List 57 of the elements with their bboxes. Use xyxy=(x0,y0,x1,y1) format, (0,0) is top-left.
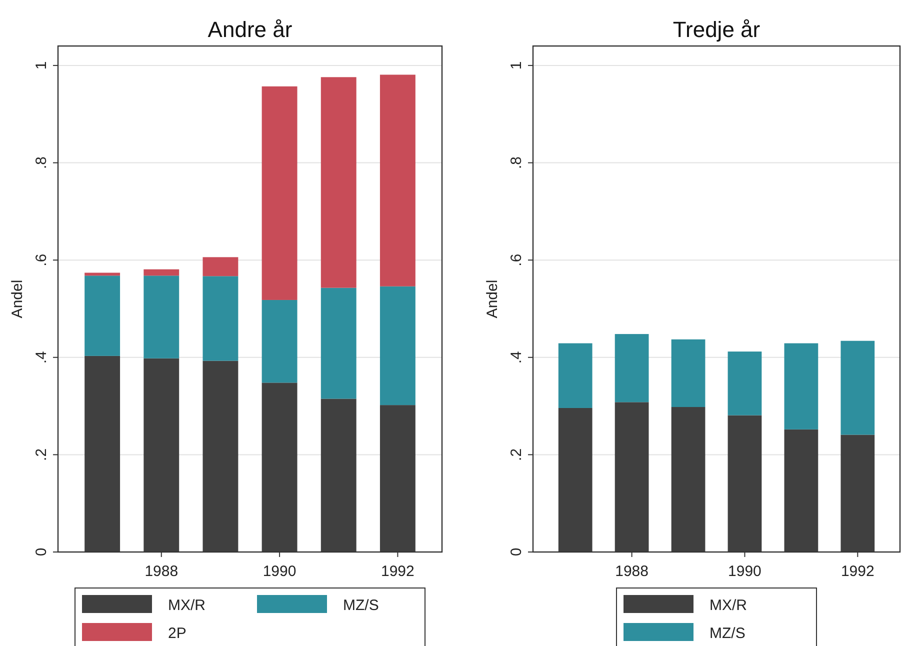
y-tick-label: 1 xyxy=(508,61,525,70)
bar xyxy=(840,434,875,552)
x-tick-label: 1990 xyxy=(728,563,762,580)
bar xyxy=(202,276,238,361)
y-tick-label: 0 xyxy=(33,548,50,556)
bar xyxy=(380,405,416,552)
bar xyxy=(728,415,762,552)
y-tick-label: .2 xyxy=(508,448,525,461)
bar xyxy=(840,340,875,435)
chart-title: Andre år xyxy=(208,17,292,42)
y-tick-label: .4 xyxy=(508,351,525,364)
bar xyxy=(320,398,356,552)
x-tick-label: 1988 xyxy=(615,563,648,580)
y-tick-label: 1 xyxy=(33,61,50,70)
bar xyxy=(558,343,592,408)
bar xyxy=(262,86,298,300)
x-tick-label: 1988 xyxy=(144,563,178,580)
bar xyxy=(144,358,180,552)
y-tick-label: .2 xyxy=(33,448,50,461)
bar xyxy=(320,288,356,399)
bar xyxy=(784,343,818,430)
legend-label: MX/R xyxy=(168,597,206,614)
bar xyxy=(84,276,120,356)
legend-label: MX/R xyxy=(710,597,748,614)
bar xyxy=(144,276,180,358)
bar xyxy=(380,74,416,286)
legend-label: MZ/S xyxy=(710,625,746,642)
bar xyxy=(202,360,238,552)
bar xyxy=(144,269,180,276)
bar xyxy=(320,77,356,288)
y-tick-label: 0 xyxy=(508,548,525,556)
bar xyxy=(671,339,706,408)
x-tick-label: 1992 xyxy=(840,563,874,580)
legend-label: MZ/S xyxy=(343,597,379,614)
chart-title: Tredje år xyxy=(672,17,760,42)
bar xyxy=(262,382,298,552)
bar xyxy=(84,272,120,276)
y-tick-label: .4 xyxy=(33,351,50,364)
y-tick-label: .6 xyxy=(508,254,525,266)
legend-label: 2P xyxy=(168,625,186,642)
bar xyxy=(84,356,120,552)
bar xyxy=(614,402,649,552)
bar xyxy=(262,300,298,383)
x-tick-label: 1990 xyxy=(262,563,296,580)
y-tick-label: .6 xyxy=(33,254,50,266)
y-tick-label: .8 xyxy=(508,156,525,170)
bar xyxy=(614,334,649,402)
y-tick-label: .8 xyxy=(33,156,50,170)
x-tick-label: 1992 xyxy=(381,563,414,580)
bar xyxy=(558,408,592,552)
bar xyxy=(728,352,762,416)
bar xyxy=(202,257,238,276)
y-axis-title: Andel xyxy=(9,280,26,318)
bar xyxy=(784,429,818,552)
bar xyxy=(671,407,706,552)
y-axis-title: Andel xyxy=(484,280,501,318)
bar xyxy=(380,286,416,406)
